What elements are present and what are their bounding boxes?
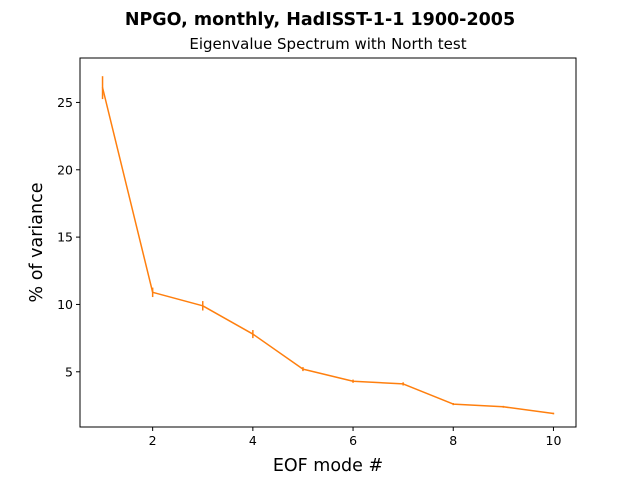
chart-title: Eigenvalue Spectrum with North test (189, 35, 466, 53)
x-axis-label: EOF mode # (273, 456, 383, 476)
x-tick-label: 4 (249, 433, 257, 448)
y-tick-label: 10 (57, 297, 73, 312)
data-point (402, 383, 404, 385)
data-point (252, 333, 254, 335)
y-tick-label: 5 (65, 364, 73, 379)
data-point (352, 380, 354, 382)
data-point (302, 368, 304, 370)
series-line (101, 87, 554, 415)
x-tick-label: 2 (149, 433, 157, 448)
plot-marks (101, 76, 555, 415)
y-axis-label: % of variance (27, 183, 47, 303)
figure-suptitle: NPGO, monthly, HadISST-1-1 1900-2005 (125, 10, 515, 30)
y-tick-label: 25 (57, 95, 73, 110)
y-tick-label: 20 (57, 162, 73, 177)
data-point (152, 291, 154, 293)
axes-frame (79, 57, 577, 428)
data-point (452, 403, 454, 405)
data-point (502, 406, 504, 408)
x-tick-label: 6 (349, 433, 357, 448)
x-axis-ticks: 2 4 6 8 10 (149, 427, 562, 448)
y-axis-ticks: 5 10 15 20 25 (57, 95, 80, 379)
data-point (101, 87, 104, 89)
x-tick-label: 8 (449, 433, 457, 448)
data-point (202, 305, 204, 307)
y-tick-label: 15 (57, 230, 73, 245)
x-tick-label: 10 (546, 433, 562, 448)
data-point (552, 412, 555, 415)
